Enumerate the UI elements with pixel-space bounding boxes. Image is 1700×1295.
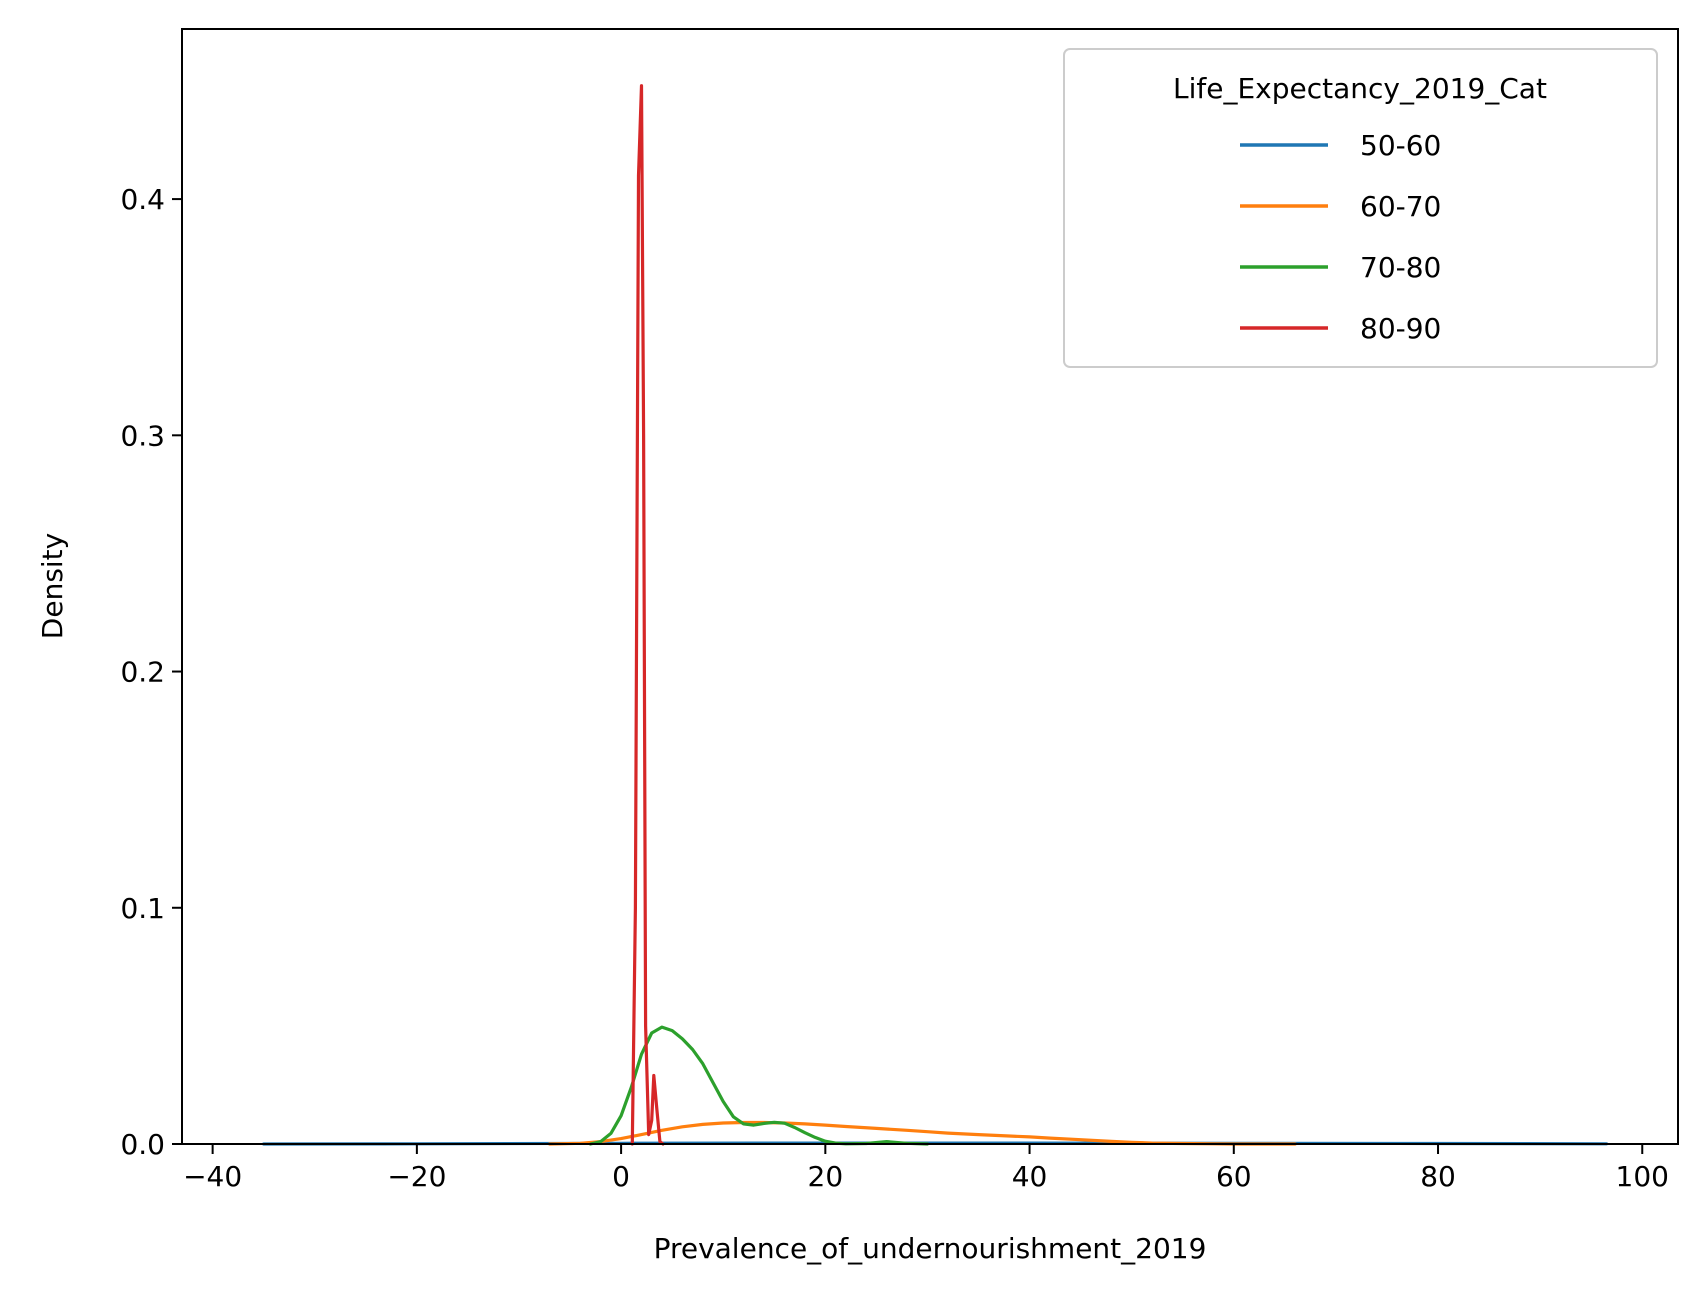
series-line-60-70 bbox=[547, 1120, 1297, 1146]
legend-label: 50-60 bbox=[1360, 129, 1441, 162]
legend-label: 70-80 bbox=[1360, 251, 1441, 284]
x-tick-label: 40 bbox=[1012, 1160, 1048, 1193]
legend-box bbox=[1063, 48, 1658, 368]
y-tick-label: 0.0 bbox=[120, 1128, 165, 1161]
legend-label: 80-90 bbox=[1360, 312, 1441, 345]
plot-frame bbox=[181, 28, 1679, 1145]
legend-title: Life_Expectancy_2019_Cat bbox=[1173, 72, 1547, 105]
legend-label: 60-70 bbox=[1360, 190, 1441, 223]
x-tick-label: 20 bbox=[808, 1160, 844, 1193]
x-axis-label: Prevalence_of_undernourishment_2019 bbox=[654, 1232, 1207, 1265]
y-tick-label: 0.4 bbox=[120, 183, 165, 216]
x-tick-label: 0 bbox=[612, 1160, 630, 1193]
x-tick-label: 100 bbox=[1616, 1160, 1669, 1193]
y-tick-label: 0.3 bbox=[120, 419, 165, 452]
legend-entries: 50-60 60-70 70-80 80-90 bbox=[1240, 129, 1441, 345]
x-tick-label: −40 bbox=[183, 1160, 242, 1193]
y-tick-label: 0.1 bbox=[120, 892, 165, 925]
y-tick-label: 0.2 bbox=[120, 656, 165, 689]
y-axis: 0.0 0.1 0.2 0.3 0.4 bbox=[120, 183, 182, 1161]
x-tick-label: −20 bbox=[387, 1160, 446, 1193]
x-tick-label: 80 bbox=[1420, 1160, 1456, 1193]
x-axis: −40 −20 0 20 40 60 80 100 bbox=[183, 1144, 1669, 1193]
x-tick-label: 60 bbox=[1216, 1160, 1252, 1193]
y-axis-label: Density bbox=[36, 533, 69, 639]
legend: Life_Expectancy_2019_Cat 50-60 60-70 70-80… bbox=[1063, 48, 1658, 368]
series-line-80-90 bbox=[630, 84, 665, 1146]
